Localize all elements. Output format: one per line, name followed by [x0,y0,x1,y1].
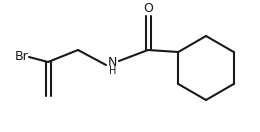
Text: Br: Br [15,50,29,62]
Text: O: O [143,3,153,15]
Text: H: H [109,66,117,76]
Text: N: N [107,55,117,69]
